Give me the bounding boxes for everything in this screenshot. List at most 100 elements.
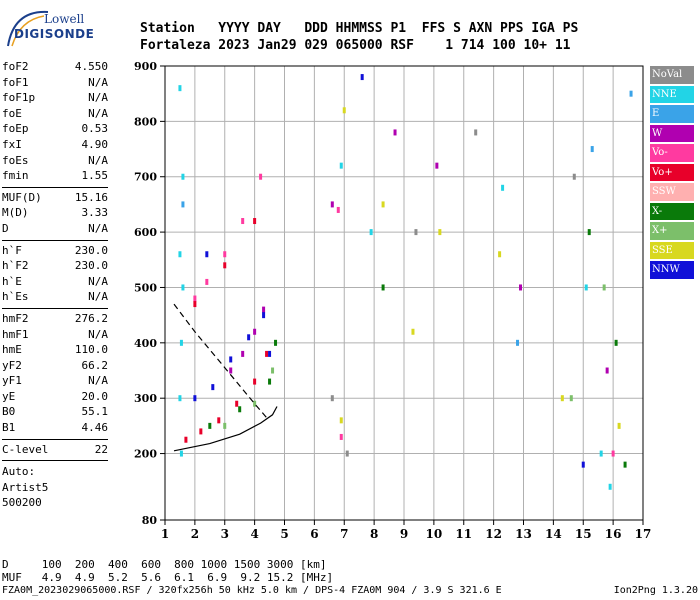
param-row: foF1 N/A xyxy=(2,76,108,92)
param-row: M(D) 3.33 xyxy=(2,206,108,222)
y-tick-label: 300 xyxy=(134,392,157,405)
data-point xyxy=(241,350,245,357)
param-row: D N/A xyxy=(2,222,108,238)
param-row: h`Es N/A xyxy=(2,290,108,306)
data-point xyxy=(501,184,505,191)
param-label: yE xyxy=(2,389,16,403)
param-value: 0.53 xyxy=(81,122,109,136)
param-label: foF1p xyxy=(2,91,36,105)
data-point xyxy=(205,251,209,258)
x-tick-label: 3 xyxy=(221,527,229,541)
param-label: foF1 xyxy=(2,75,29,89)
param-value: 22 xyxy=(94,442,108,456)
data-point xyxy=(360,74,364,81)
data-point xyxy=(569,395,573,402)
data-point xyxy=(181,173,185,180)
data-point xyxy=(271,367,275,374)
param-label: hmF1 xyxy=(2,327,29,341)
data-point xyxy=(235,400,239,407)
x-tick-label: 12 xyxy=(485,527,502,541)
param-value: 55.1 xyxy=(81,405,109,419)
param-value: N/A xyxy=(88,374,108,388)
data-point xyxy=(587,229,591,236)
param-label: h`E xyxy=(2,274,22,288)
param-row: foE N/A xyxy=(2,107,108,123)
param-group-critical-frequencies: foF2 4.550 foF1 N/A foF1p N/A foE N/A foEp 0.53 fx… xyxy=(2,60,108,185)
data-point xyxy=(438,229,442,236)
legend-item: SSW xyxy=(650,183,694,201)
param-row: foEp 0.53 xyxy=(2,122,108,138)
data-point xyxy=(617,422,621,429)
param-group-profile: hmF2 276.2 hmF1 N/A hmE 110.0 yF2 66.2 yF1 N/A yE 2… xyxy=(2,312,108,437)
data-point xyxy=(179,339,183,346)
legend-item: E xyxy=(650,105,694,123)
header-row-values: Fortaleza 2023 Jan29 029 065000 RSF 1 71… xyxy=(140,38,571,53)
data-point xyxy=(223,422,227,429)
param-value: N/A xyxy=(88,221,108,235)
parameter-panel: foF2 4.550 foF1 N/A foF1p N/A foE N/A foEp 0.53 fx… xyxy=(2,60,108,511)
data-point xyxy=(179,450,183,457)
param-value: 230.0 xyxy=(74,259,108,273)
param-group-virtual-heights: h`F 230.0 h`F2 230.0 h`E N/A h`Es N/A xyxy=(2,244,108,306)
data-point xyxy=(223,262,227,269)
station-header: Station YYYY DAY DDD HHMMSS P1 FFS S AXN… xyxy=(140,20,578,54)
polarization-legend: NoVal NNE E W Vo- Vo+ SSW X- X+ SSE NNW xyxy=(650,66,694,281)
legend-item: Vo- xyxy=(650,144,694,162)
param-value: 4.90 xyxy=(81,137,109,151)
legend-item: X+ xyxy=(650,222,694,240)
data-point xyxy=(205,278,209,285)
auto-software: Artist5 xyxy=(2,480,49,494)
trace-solid xyxy=(173,406,278,452)
y-tick-label: 700 xyxy=(134,171,157,184)
param-label: MUF(D) xyxy=(2,190,42,204)
param-label: B1 xyxy=(2,421,16,435)
param-value: 15.16 xyxy=(74,190,108,204)
legend-item: W xyxy=(650,124,694,142)
param-divider xyxy=(2,239,108,241)
file-info-footer: FZA0M_2023029065000.RSF / 320fx256h 50 k… xyxy=(2,585,698,596)
legend-item: NoVal xyxy=(650,66,694,84)
x-tick-label: 6 xyxy=(310,527,318,541)
chart-traces xyxy=(173,303,278,452)
param-label: foF2 xyxy=(2,60,29,73)
x-tick-label: 5 xyxy=(280,527,288,541)
data-point xyxy=(345,450,349,457)
param-label: h`F2 xyxy=(2,259,29,273)
param-divider xyxy=(2,307,108,309)
chart-echo-points xyxy=(178,74,633,490)
auto-label: Auto: xyxy=(2,465,36,479)
param-value: N/A xyxy=(88,91,108,105)
logo-digisonde-text: DIGISONDE xyxy=(14,27,95,41)
y-tick-label: 600 xyxy=(134,226,157,239)
param-value: 4.550 xyxy=(74,60,108,73)
x-tick-label: 4 xyxy=(250,527,258,541)
data-point xyxy=(411,328,415,335)
data-point xyxy=(238,406,242,413)
chart-grid xyxy=(165,66,643,520)
data-point xyxy=(474,129,478,136)
param-row: foEs N/A xyxy=(2,154,108,170)
data-point xyxy=(608,483,612,490)
param-value: N/A xyxy=(88,274,108,288)
y-tick-label: 200 xyxy=(134,448,157,461)
data-point xyxy=(208,422,212,429)
data-point xyxy=(253,328,257,335)
x-tick-label: 16 xyxy=(605,527,622,541)
data-point xyxy=(229,356,233,363)
param-row: fmin 1.55 xyxy=(2,169,108,185)
data-point xyxy=(253,378,257,385)
param-label: foE xyxy=(2,106,22,120)
file-info: FZA0M_2023029065000.RSF / 320fx256h 50 k… xyxy=(2,585,502,596)
muf-row: MUF 4.9 4.9 5.2 5.6 6.1 6.9 9.2 15.2 [MH… xyxy=(2,571,334,584)
data-point xyxy=(330,201,334,208)
param-label: h`Es xyxy=(2,290,29,304)
logo-lowell-text: Lowell xyxy=(44,12,85,26)
data-point xyxy=(605,367,609,374)
data-point xyxy=(217,417,221,424)
data-point xyxy=(339,433,343,440)
param-label: yF1 xyxy=(2,374,22,388)
param-row: hmF1 N/A xyxy=(2,328,108,344)
y-tick-label: 400 xyxy=(134,337,157,350)
param-label: M(D) xyxy=(2,206,29,220)
